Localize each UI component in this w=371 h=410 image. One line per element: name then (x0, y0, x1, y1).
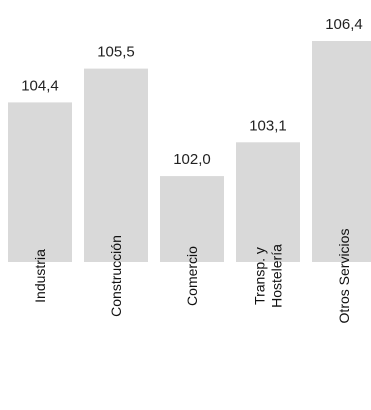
value-label-2: 102,0 (173, 151, 211, 168)
value-label-4: 106,4 (325, 16, 363, 33)
category-label-2: Comercio (184, 246, 200, 306)
value-labels-group: 104,4 105,5 102,0 103,1 106,4 (21, 16, 363, 168)
category-label-4: Otros Servicios (336, 229, 352, 324)
category-label-3-line-0: Transp. y (252, 247, 268, 305)
value-label-0: 104,4 (21, 77, 59, 94)
bar-4 (312, 41, 371, 262)
bar-0 (8, 102, 72, 263)
bar-1 (84, 68, 148, 262)
category-label-3-line-1: Hostelería (269, 244, 285, 308)
category-label-1: Construcción (108, 235, 124, 317)
bars-group (8, 41, 371, 263)
category-label-2-line-0: Comercio (184, 246, 200, 306)
category-label-3: Transp. y Hostelería (252, 244, 285, 308)
value-label-1: 105,5 (97, 44, 135, 61)
category-label-1-line-0: Construcción (108, 235, 124, 317)
category-label-0-line-0: Industria (32, 249, 48, 303)
category-label-0: Industria (32, 249, 48, 303)
bar-2 (160, 176, 224, 262)
bar-3 (236, 142, 300, 262)
category-labels-group: Industria Construcción Comercio Transp. y Ho… (32, 229, 352, 324)
category-label-4-line-0: Otros Servicios (336, 229, 352, 324)
value-label-3: 103,1 (249, 117, 287, 134)
